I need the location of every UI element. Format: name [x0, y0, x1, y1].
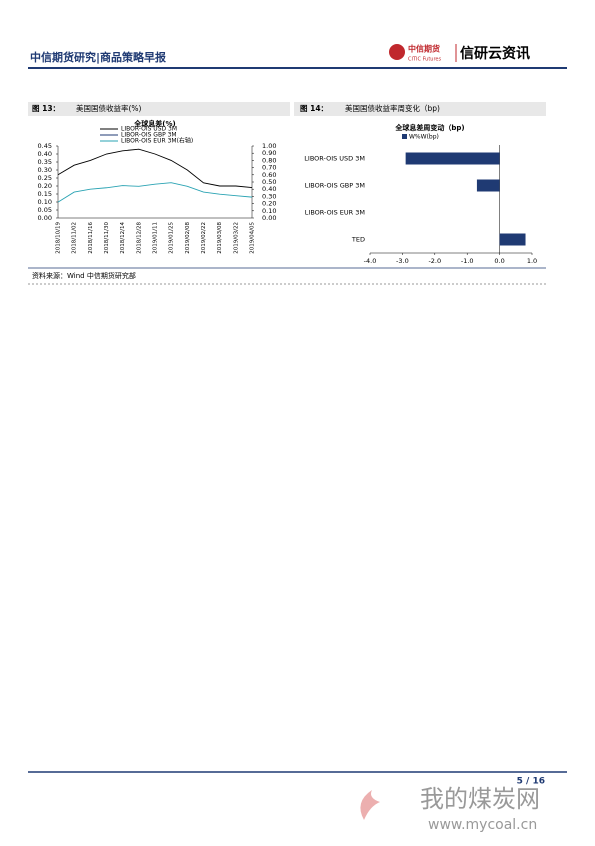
x-tick-label: -4.0 — [364, 257, 377, 265]
y-tick-label: 0.20 — [38, 182, 52, 190]
legend-label: LIBOR-OIS GBP 3M — [121, 132, 177, 139]
logo-en: CITIC Futures — [408, 57, 441, 63]
y2-tick-label: 0.30 — [262, 192, 276, 200]
figure-title: 美国国债收益率(%) — [76, 103, 142, 113]
legend-swatch — [402, 134, 407, 139]
legend-label: W%W(bp) — [409, 134, 439, 141]
caption-band — [28, 102, 290, 116]
y-tick-label: 0.40 — [38, 150, 52, 158]
x-tick-label: 2018/11/02 — [72, 222, 78, 254]
y-tick-label: 0.35 — [38, 158, 52, 166]
y2-tick-label: 0.00 — [262, 214, 276, 222]
x-tick-label: 2018/11/30 — [104, 222, 110, 254]
chart-title: 全球息差周变动（bp) — [394, 123, 464, 132]
y2-tick-label: 0.10 — [262, 207, 276, 215]
page-number: 5 / 16 — [517, 777, 545, 787]
x-tick-label: -2.0 — [428, 257, 441, 265]
category-label: LIBOR-OIS GBP 3M — [305, 182, 365, 190]
legend-label: LIBOR-OIS USD 3M — [121, 126, 177, 133]
watermark-name: 我的煤炭网 — [420, 785, 540, 813]
y-tick-label: 0.10 — [38, 198, 52, 206]
x-tick-label: 2018/12/14 — [120, 222, 126, 254]
category-label: LIBOR-OIS USD 3M — [304, 155, 365, 163]
y2-tick-label: 0.20 — [262, 200, 276, 208]
series-line — [57, 182, 253, 203]
figure-label: 图 14： — [300, 104, 328, 113]
x-tick-label: -3.0 — [396, 257, 409, 265]
x-tick-label: 2019/03/22 — [233, 222, 239, 254]
category-label: TED — [351, 236, 365, 244]
x-tick-label: 2019/01/11 — [153, 222, 159, 254]
logo-icon — [389, 44, 405, 60]
x-tick-label: 2019/02/08 — [185, 222, 191, 254]
y2-tick-label: 0.60 — [262, 171, 276, 179]
bar — [476, 179, 500, 192]
x-tick-label: 2019/01/25 — [169, 222, 175, 254]
x-tick-label: 0.0 — [494, 257, 504, 265]
bar — [405, 152, 500, 165]
figure-title: 美国国债收益率周变化（bp) — [345, 103, 440, 113]
y-tick-label: 0.45 — [38, 142, 52, 150]
y-tick-label: 0.15 — [38, 190, 52, 198]
y2-tick-label: 0.90 — [262, 149, 276, 157]
y-tick-label: 0.05 — [38, 206, 52, 214]
x-tick-label: -1.0 — [461, 257, 474, 265]
watermark-icon — [360, 790, 380, 820]
y-tick-label: 0.00 — [38, 214, 52, 222]
figure-label: 图 13： — [32, 104, 60, 113]
y2-tick-label: 1.00 — [262, 142, 276, 150]
y2-tick-label: 0.50 — [262, 178, 276, 186]
y2-tick-label: 0.80 — [262, 156, 276, 164]
bar — [499, 233, 526, 246]
logo: 中信期货 — [408, 44, 440, 54]
watermark-url: www.mycoal.cn — [428, 817, 537, 833]
brand: 信研云资讯 — [460, 45, 530, 62]
source: 资料来源：Wind 中信期货研究部 — [32, 271, 136, 280]
category-label: LIBOR-OIS EUR 3M — [305, 209, 365, 217]
x-tick-label: 2018/12/28 — [136, 222, 142, 254]
y-tick-label: 0.30 — [38, 166, 52, 174]
header-title: 中信期货研究|商品策略早报 — [30, 50, 167, 64]
x-tick-label: 2018/11/16 — [88, 222, 94, 254]
x-tick-label: 2019/03/08 — [217, 222, 223, 254]
caption-band — [294, 102, 546, 116]
x-tick-label: 2019/02/22 — [201, 222, 207, 254]
y2-tick-label: 0.70 — [262, 164, 276, 172]
x-tick-label: 2019/04/05 — [250, 222, 256, 254]
x-tick-label: 1.0 — [527, 257, 537, 265]
series-line — [57, 148, 253, 189]
y-tick-label: 0.25 — [38, 174, 52, 182]
chart-title: 全球息差(%) — [133, 119, 175, 128]
legend-label: LIBOR-OIS EUR 3M(右轴) — [121, 137, 193, 145]
x-tick-label: 2018/10/19 — [56, 222, 62, 254]
y2-tick-label: 0.40 — [262, 185, 276, 193]
axis — [57, 146, 253, 219]
